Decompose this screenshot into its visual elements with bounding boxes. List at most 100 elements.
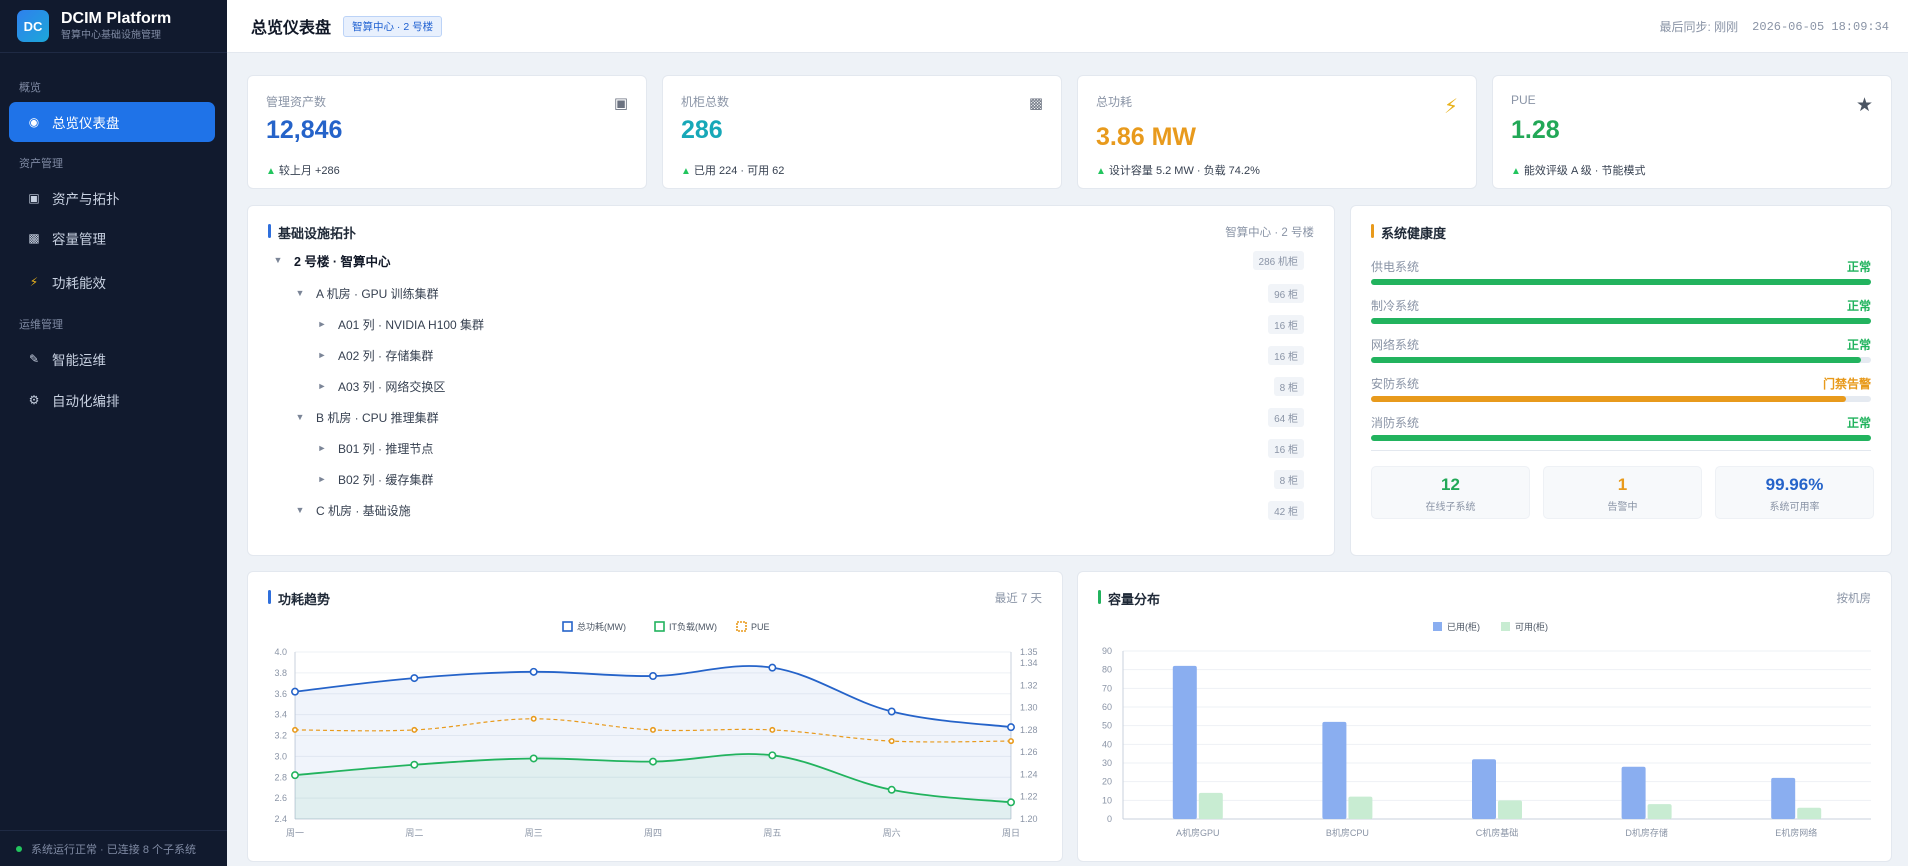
nav-section-overview: 概览: [19, 82, 41, 94]
stat-card-power[interactable]: 总功耗 ⚡ 3.86 MW ▲ 设计容量 5.2 MW · 负载 74.2%: [1077, 75, 1477, 189]
health-row[interactable]: 安防系统 门禁告警: [1371, 375, 1871, 405]
caret-right-icon[interactable]: ►: [317, 474, 327, 484]
health-panel: 系统健康度 供电系统 正常 制冷系统 正常 网络系统 正常 安防系统 门禁告警 消防系统 正常 1…: [1350, 205, 1892, 556]
y-tick-label: 2.6: [274, 793, 287, 803]
divider: [1371, 450, 1871, 451]
y-tick-label: 3.0: [274, 751, 287, 761]
tree-node-count: 8 柜: [1273, 469, 1304, 489]
stat-sub-text: 能效评级 A 级 · 节能模式: [1523, 165, 1646, 177]
caret-down-icon[interactable]: ▼: [295, 288, 305, 298]
y-tick-label: 30: [1102, 758, 1112, 768]
legend-label: PUE: [751, 622, 770, 632]
stat-value: 286: [681, 116, 723, 144]
health-row[interactable]: 网络系统 正常: [1371, 336, 1871, 366]
header: 总览仪表盘 智算中心 · 2 号楼 最后同步: 刚刚 2026-06-05 18…: [227, 0, 1908, 53]
caret-right-icon[interactable]: ►: [317, 381, 327, 391]
tree-node[interactable]: ▼ B 机房 · CPU 推理集群 64 柜: [272, 405, 1304, 429]
stat-sub: ▲ 设计容量 5.2 MW · 负载 74.2%: [1096, 162, 1260, 178]
health-row[interactable]: 供电系统 正常: [1371, 258, 1871, 288]
data-point: [529, 667, 538, 676]
caret-right-icon[interactable]: ►: [317, 350, 327, 360]
tree-node[interactable]: ► A03 列 · 网络交换区 8 柜: [272, 374, 1304, 398]
data-point: [290, 687, 299, 696]
x-tick-label: E机房网络: [1775, 827, 1817, 838]
summary-tile: 99.96% 系统可用率: [1715, 466, 1874, 519]
sidebar: DC DCIM Platform 智算中心基础设施管理 概览 ◉ 总览仪表盘 资…: [0, 0, 227, 866]
y-tick-label: 70: [1102, 683, 1112, 693]
y-tick-label: 20: [1102, 777, 1112, 787]
stat-card-pue[interactable]: PUE ★ 1.28 ▲ 能效评级 A 级 · 节能模式: [1492, 75, 1892, 189]
capacity-panel: 容量分布 按机房 90 80 70 60 50 40 30 20 10 0 A机房GPU B机房CPU…: [1077, 571, 1892, 862]
health-bar-fill: [1371, 279, 1871, 285]
legend-label: IT负载(MW): [669, 621, 717, 632]
data-point: [888, 738, 895, 745]
location-badge[interactable]: 智算中心 · 2 号楼: [343, 15, 443, 37]
y2-tick-label: 1.22: [1020, 792, 1038, 802]
y2-tick-label: 1.24: [1020, 769, 1038, 779]
data-point: [887, 785, 896, 794]
tree-node-count: 8 柜: [1273, 376, 1304, 396]
bar: [1647, 804, 1672, 819]
health-status: 正常: [1846, 299, 1871, 313]
brand-subtitle: 智算中心基础设施管理: [61, 30, 161, 41]
y-tick-label: 40: [1102, 739, 1112, 749]
x-tick-label: 周一: [286, 828, 304, 838]
brand-title: DCIM Platform: [61, 10, 172, 27]
series-area: [295, 665, 1011, 819]
sidebar-item-smart-ops[interactable]: ✎ 智能运维: [9, 339, 215, 379]
stat-card-assets[interactable]: 管理资产数 ▣ 12,846 ▲ 较上月 +286: [247, 75, 647, 189]
summary-label: 在线子系统: [1425, 502, 1476, 513]
last-sync-text: 最后同步: 刚刚: [1659, 20, 1739, 34]
caret-down-icon[interactable]: ▼: [295, 505, 305, 515]
y-tick-label: 90: [1102, 646, 1112, 656]
tree-node[interactable]: ► A02 列 · 存储集群 16 柜: [272, 343, 1304, 367]
status-dot-icon: [16, 845, 22, 852]
summary-value: 99.96%: [1765, 475, 1824, 494]
trend-up-icon: ▲: [681, 166, 691, 177]
caret-right-icon[interactable]: ►: [317, 319, 327, 329]
stat-value: 1.28: [1511, 116, 1560, 144]
stat-sub-text: 较上月 +286: [278, 165, 340, 177]
time-range-selector[interactable]: 最近 7 天: [994, 593, 1042, 605]
caret-down-icon[interactable]: ▼: [273, 255, 283, 265]
sidebar-item-label: 功耗能效: [52, 276, 106, 291]
bar: [1348, 796, 1373, 819]
page-title: 总览仪表盘: [251, 20, 332, 37]
tree-node[interactable]: ► A01 列 · NVIDIA H100 集群 16 柜: [272, 312, 1304, 336]
group-by-selector[interactable]: 按机房: [1836, 593, 1872, 605]
x-tick-label: 周四: [644, 828, 662, 838]
x-tick-label: D机房存储: [1625, 827, 1668, 838]
tree-node-label: 2 号楼 · 智算中心: [294, 254, 391, 269]
health-system-name: 网络系统: [1371, 338, 1420, 352]
y-tick-label: 3.6: [274, 689, 287, 699]
sidebar-item-power[interactable]: ⚡ 功耗能效: [9, 262, 215, 302]
tree-node[interactable]: ► B02 列 · 缓存集群 8 柜: [272, 467, 1304, 491]
health-row[interactable]: 制冷系统 正常: [1371, 297, 1871, 327]
tree-node[interactable]: ▼ A 机房 · GPU 训练集群 96 柜: [272, 281, 1304, 305]
sidebar-item-capacity[interactable]: ▩ 容量管理: [9, 218, 215, 258]
health-system-name: 安防系统: [1371, 377, 1420, 391]
caret-down-icon[interactable]: ▼: [295, 412, 305, 422]
data-point: [768, 751, 777, 760]
tree-node-label: A 机房 · GPU 训练集群: [316, 286, 439, 301]
stat-sub: ▲ 较上月 +286: [266, 162, 340, 178]
x-tick-label: C机房基础: [1476, 827, 1519, 838]
sidebar-item-dashboard[interactable]: ◉ 总览仪表盘: [9, 102, 215, 142]
health-row[interactable]: 消防系统 正常: [1371, 414, 1871, 444]
legend-label: 可用(柜): [1515, 621, 1548, 632]
sidebar-item-label: 智能运维: [52, 353, 106, 368]
caret-right-icon[interactable]: ►: [317, 443, 327, 453]
summary-value: 12: [1441, 475, 1460, 494]
sidebar-item-asset-topology[interactable]: ▣ 资产与拓扑: [9, 178, 215, 218]
legend-swatch: [1433, 622, 1442, 631]
sidebar-item-automation[interactable]: ⚙ 自动化编排: [9, 380, 215, 420]
tree-node-count: 16 柜: [1268, 345, 1304, 365]
legend-label: 已用(柜): [1447, 621, 1480, 632]
health-bar-track: [1371, 435, 1871, 441]
tree-node[interactable]: ▼ C 机房 · 基础设施 42 柜: [272, 498, 1304, 522]
sidebar-footer: 系统运行正常 · 已连接 8 个子系统: [0, 830, 227, 866]
tree-node[interactable]: ► B01 列 · 推理节点 16 柜: [272, 436, 1304, 460]
tree-node[interactable]: ▼ 2 号楼 · 智算中心 286 机柜: [272, 248, 1304, 272]
wrench-icon: ✎: [28, 352, 40, 366]
stat-card-racks[interactable]: 机柜总数 ▩ 286 ▲ 已用 224 · 可用 62: [662, 75, 1062, 189]
